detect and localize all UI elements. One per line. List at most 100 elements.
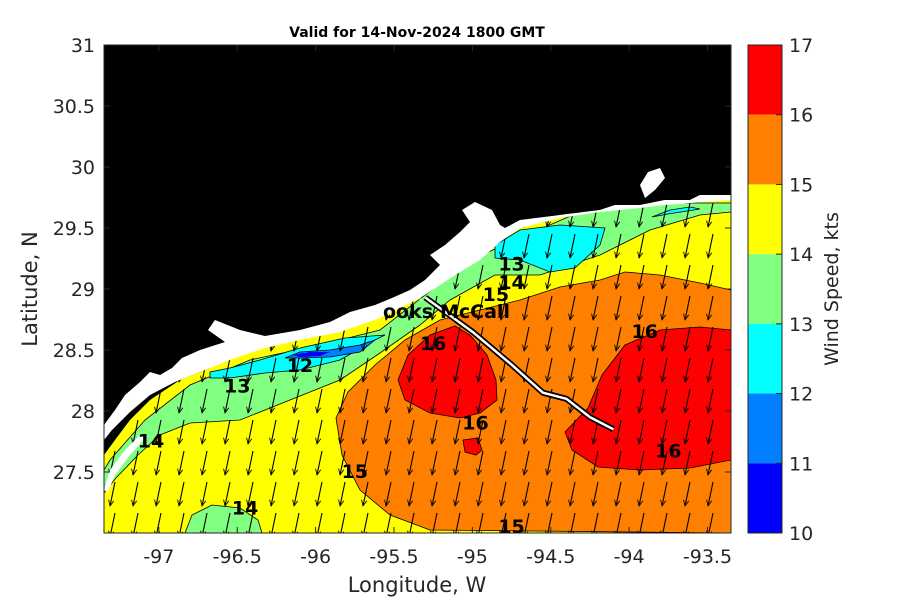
wind-vector-arrow xyxy=(156,450,162,475)
x-tick-label: -95.5 xyxy=(369,546,418,568)
y-tick-label: 28.5 xyxy=(53,340,95,362)
wind-vector-arrow xyxy=(708,326,714,351)
wind-vector-arrow xyxy=(685,481,691,506)
x-tick-label: -96 xyxy=(300,546,331,568)
wind-vector-arrow xyxy=(156,419,162,444)
wind-vector-arrow xyxy=(524,450,530,475)
x-tick-label: -95 xyxy=(457,546,488,568)
colorbar-swatch xyxy=(748,45,782,115)
wind-vector-arrow xyxy=(593,357,599,382)
wind-vector-arrow xyxy=(524,295,530,320)
wind-vector-arrow xyxy=(179,512,185,533)
wind-vector-arrow xyxy=(386,450,392,475)
wind-vector-arrow xyxy=(271,450,277,475)
colorbar-tick-label: 10 xyxy=(789,523,813,545)
wind-vector-arrow xyxy=(363,512,369,533)
wind-vector-arrow xyxy=(685,357,691,382)
wind-vector-arrow xyxy=(340,450,346,475)
wind-vector-arrow xyxy=(501,419,507,444)
wind-vector-arrow xyxy=(639,295,645,320)
wind-vector-arrow xyxy=(524,326,530,351)
wind-vector-arrow xyxy=(294,419,300,444)
wind-vector-arrow xyxy=(662,388,668,413)
wind-vector-arrow xyxy=(455,481,461,506)
wind-vector-arrow xyxy=(248,512,254,533)
wind-vector-arrow xyxy=(524,233,530,258)
wind-vector-arrow xyxy=(685,388,691,413)
wind-vector-arrow xyxy=(501,264,507,289)
wind-vector-arrow xyxy=(363,450,369,475)
wind-vector-arrow xyxy=(570,512,576,533)
wind-vector-arrow xyxy=(616,264,622,289)
wind-vector-arrow xyxy=(386,357,392,382)
wind-vector-arrow xyxy=(202,388,208,413)
wind-vector-arrow xyxy=(455,419,461,444)
wind-vector-arrow xyxy=(179,388,185,413)
x-tick-label: -93.5 xyxy=(683,546,732,568)
wind-vector-arrow xyxy=(616,233,622,258)
wind-12-13-region-east xyxy=(494,224,606,273)
wind-vector-arrow xyxy=(478,512,484,533)
wind-vector-arrow xyxy=(386,388,392,413)
colorbar-tick-label: 13 xyxy=(789,314,813,336)
wind-vector-arrow xyxy=(271,512,277,533)
wind-vector-arrow xyxy=(363,419,369,444)
wind-vector-arrow xyxy=(225,481,231,506)
wind-vector-arrow xyxy=(133,481,139,506)
wind-vector-arrow xyxy=(432,512,438,533)
wind-vector-arrow xyxy=(616,450,622,475)
wind-vector-arrow xyxy=(616,357,622,382)
wind-vector-arrow xyxy=(179,481,185,506)
wind-vector-arrow xyxy=(363,388,369,413)
wind-vector-arrow xyxy=(662,326,668,351)
wind-vector-arrow xyxy=(225,357,231,382)
wind-vector-arrow xyxy=(179,450,185,475)
wind-vector-arrow xyxy=(455,512,461,533)
wind-vector-arrow xyxy=(248,481,254,506)
wind-vector-arrow xyxy=(570,450,576,475)
wind-vector-arrow xyxy=(317,419,323,444)
wind-vector-arrow xyxy=(271,481,277,506)
wind-vector-arrow xyxy=(363,481,369,506)
wind-12-13-region-ne xyxy=(651,206,701,218)
wind-vector-arrow xyxy=(685,295,691,320)
wind-vector-arrow xyxy=(662,264,668,289)
wind-vector-arrow xyxy=(685,233,691,258)
x-tick-label: -94 xyxy=(614,546,645,568)
colorbar-tick-label: 15 xyxy=(789,174,813,196)
wind-vector-arrow xyxy=(409,512,415,533)
wind-vector-arrow xyxy=(432,388,438,413)
wind-vector-arrow xyxy=(593,388,599,413)
wind-vector-arrow xyxy=(317,512,323,533)
wind-vector-arrow xyxy=(708,450,714,475)
wind-vector-arrow xyxy=(455,357,461,382)
wind-vector-arrow xyxy=(409,481,415,506)
wind-vector-arrow xyxy=(639,264,645,289)
wind-vector-arrow xyxy=(593,233,599,258)
wind-vector-arrow xyxy=(294,450,300,475)
route-label-origin: ooks xyxy=(383,301,433,323)
y-tick-label: 27.5 xyxy=(53,462,95,484)
y-tick-label: 28 xyxy=(71,401,95,423)
wind-vector-arrow xyxy=(386,419,392,444)
ship-route-centerline xyxy=(424,296,614,431)
y-tick-label: 30.5 xyxy=(53,96,95,118)
wind-vector-arrow xyxy=(432,295,438,320)
wind-vector-arrow xyxy=(524,264,530,289)
wind-vector-arrow xyxy=(294,388,300,413)
wind-vector-arrow xyxy=(570,233,576,258)
colorbar-tick-label: 14 xyxy=(789,244,813,266)
y-tick-label: 30 xyxy=(71,157,95,179)
wind-vector-arrow xyxy=(639,326,645,351)
route-start-marker: ☆ xyxy=(411,286,425,305)
contour-label: 13 xyxy=(224,376,250,398)
colorbar-tick-label: 12 xyxy=(789,384,813,406)
wind-vector-arrow xyxy=(202,450,208,475)
wind-vector-arrow xyxy=(547,295,553,320)
wind-vector-arrow xyxy=(685,264,691,289)
colorbar-ticks: 17 16 15 14 13 12 11 10 xyxy=(776,35,813,545)
contour-label: 16 xyxy=(632,321,658,343)
colorbar-swatch xyxy=(748,114,782,185)
wind-vector-arrow xyxy=(639,512,645,533)
